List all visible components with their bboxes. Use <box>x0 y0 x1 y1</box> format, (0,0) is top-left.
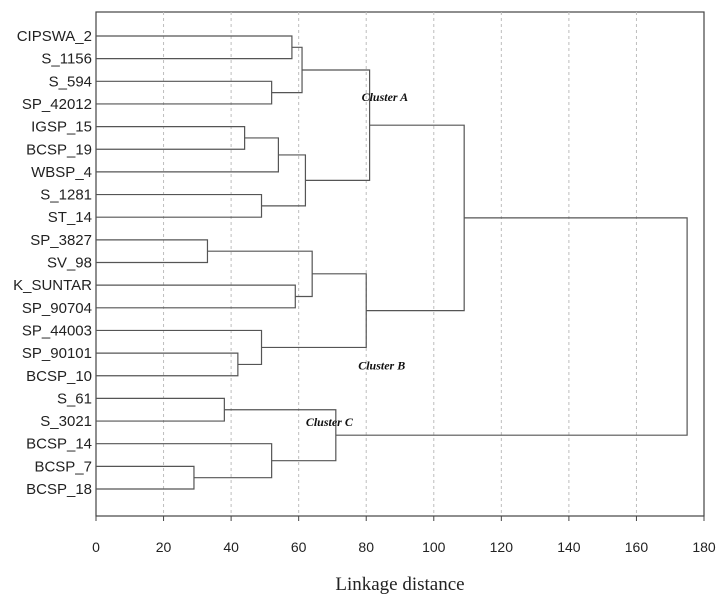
leaf-label: BCSP_10 <box>26 368 92 385</box>
leaf-label: S_61 <box>57 390 92 407</box>
plot-frame <box>95 11 705 517</box>
x-axis-ticks: 0 20 40 60 80 100 120 140 160 180 <box>92 516 716 555</box>
leaf-label: IGSP_15 <box>31 119 92 136</box>
dendrogram-link <box>96 80 273 105</box>
x-tick-label: 160 <box>625 539 649 555</box>
x-tick-label: 40 <box>223 539 239 555</box>
x-tick-label: 120 <box>490 539 514 555</box>
leaf-label: K_SUNTAR <box>13 277 92 294</box>
x-tick-label: 100 <box>422 539 446 555</box>
leaf-label: BCSP_14 <box>26 436 92 453</box>
leaf-label: SP_3827 <box>30 232 92 249</box>
x-tick-label: 20 <box>156 539 172 555</box>
leaf-label: WBSP_4 <box>31 164 92 181</box>
cluster-annotations: Cluster A Cluster B Cluster C <box>306 90 408 429</box>
leaf-label: CIPSWA_2 <box>17 28 92 45</box>
dendrogram-link <box>96 126 246 150</box>
leaf-label: BCSP_7 <box>34 458 92 475</box>
leaf-label: SP_90704 <box>22 300 92 317</box>
leaf-label: SP_90101 <box>22 345 92 362</box>
dendrogram-link <box>224 409 337 462</box>
leaf-label: ST_14 <box>48 209 92 226</box>
leaf-label: SP_44003 <box>22 322 92 339</box>
x-tick-label: 140 <box>557 539 581 555</box>
dendrogram-link <box>96 137 279 173</box>
dendrogram-link <box>302 69 371 181</box>
dendrogram-link <box>96 35 293 60</box>
leaf-labels: CIPSWA_2 S_1156 S_594 SP_42012 IGSP_15 BCSP_1… <box>13 28 92 498</box>
leaf-label: S_1281 <box>40 187 92 204</box>
dendrogram-link <box>96 329 263 366</box>
x-axis-title: Linkage distance <box>335 574 464 595</box>
x-tick-label: 60 <box>291 539 307 555</box>
dendrogram-link <box>261 154 307 207</box>
dendrogram-link <box>96 443 273 479</box>
cluster-label: Cluster B <box>358 359 405 373</box>
x-tick-label: 180 <box>692 539 716 555</box>
dendrogram-link <box>96 352 239 377</box>
leaf-label: SV_98 <box>47 255 92 272</box>
dendrogram-link <box>96 284 296 309</box>
dendrogram-link <box>96 193 263 218</box>
dendrogram-link <box>96 465 195 490</box>
leaf-label: BCSP_19 <box>26 141 92 158</box>
grid-lines <box>163 12 637 516</box>
dendrogram-link <box>366 124 465 312</box>
dendrogram-link <box>271 46 303 94</box>
dendrogram-link <box>261 273 367 349</box>
leaf-label: BCSP_18 <box>26 481 92 498</box>
dendrogram-link <box>335 217 688 436</box>
leaf-label: S_3021 <box>40 413 92 430</box>
leaf-label: S_594 <box>49 73 92 90</box>
dendrogram-links <box>96 35 688 490</box>
x-tick-label: 0 <box>92 539 100 555</box>
cluster-label: Cluster A <box>362 90 409 104</box>
dendrogram-link <box>96 397 225 422</box>
leaf-label: S_1156 <box>41 51 92 68</box>
dendrogram-link <box>207 250 313 298</box>
cluster-label: Cluster C <box>306 415 354 429</box>
dendrogram-link <box>96 239 209 264</box>
x-tick-label: 80 <box>358 539 374 555</box>
leaf-label: SP_42012 <box>22 96 92 113</box>
